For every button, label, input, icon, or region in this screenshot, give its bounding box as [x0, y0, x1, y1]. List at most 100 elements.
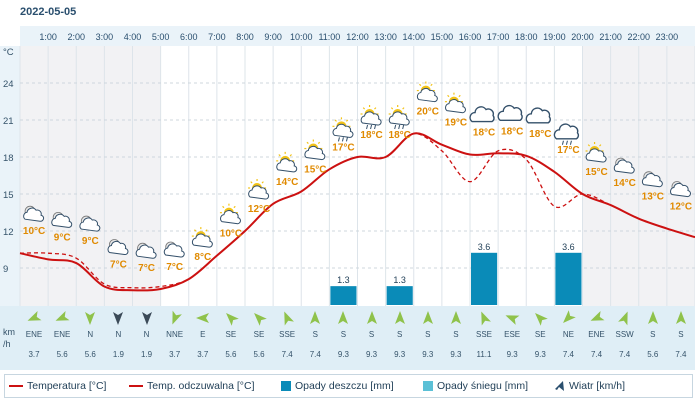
hour-column	[216, 46, 245, 306]
night-cloud-icon	[79, 215, 101, 232]
rain-value-label: 1.3	[393, 275, 406, 285]
hour-column	[301, 46, 330, 306]
wind-direction: NNE	[166, 330, 184, 339]
sun-ray	[278, 154, 281, 157]
cloud-shape	[553, 123, 580, 140]
hour-label: 10:00	[289, 32, 313, 42]
temperature-label: 17°C	[332, 142, 354, 153]
temperature-label: 18°C	[529, 129, 551, 140]
sun-cloud-rain-icon	[332, 117, 354, 142]
wind-direction: S	[678, 330, 684, 339]
wind-direction: N	[143, 330, 150, 339]
temperature-label: 7°C	[166, 262, 183, 273]
rain-drop	[366, 124, 369, 130]
weather-chart: 9 12 15 18 21 24 °C 1.3 1.3 3.6 3.6 10°C 9°C 9°C 7°C 7°…	[0, 46, 695, 306]
wind-direction: N	[115, 330, 122, 339]
wind-cell: S 9.3	[414, 306, 442, 370]
hour-label: 2:00	[67, 32, 86, 42]
partly-sunny-icon	[248, 179, 270, 200]
sun-ray	[250, 181, 253, 184]
cloud-shape	[107, 240, 129, 256]
wind-cell: N 1.9	[104, 306, 132, 370]
rain-drop	[398, 124, 401, 130]
partly-cloudy-icon	[613, 157, 635, 174]
wind-speed: 5.6	[225, 350, 237, 359]
wind-cell: ENE 7.4	[583, 306, 611, 370]
hour-label: 1:00	[39, 32, 57, 42]
legend-temperature: Temperatura [°C]	[9, 380, 106, 392]
wind-cell: SSE 7.4	[273, 306, 301, 370]
wind-arrow-icon	[394, 311, 405, 324]
legend-snow-label: Opady śniegu [mm]	[437, 380, 529, 392]
legend-temp-line	[9, 385, 23, 388]
wind-speed: 5.6	[56, 350, 68, 359]
wind-cell: E 3.7	[189, 306, 217, 370]
sun-ray	[233, 205, 236, 209]
wind-cell: S 7.4	[301, 306, 329, 370]
partly-cloudy-icon	[670, 181, 691, 198]
y-tick-label: 21	[3, 116, 14, 127]
wind-direction: SE	[253, 330, 265, 339]
wind-direction: S	[650, 330, 656, 339]
cloud-shape	[416, 87, 438, 103]
wind-panel: ENE 3.7 ENE 5.6 N 5.6 N 1.9 N 1.9 NNE 3.7 E 3.7 SE 5.6 S…	[20, 306, 695, 370]
wind-unit-label: km/h	[0, 306, 20, 370]
cloud-shape	[613, 159, 635, 174]
wind-speed: 9.3	[534, 350, 546, 359]
temperature-label: 15°C	[304, 165, 326, 176]
temperature-label: 18°C	[473, 128, 495, 139]
rain-drop	[341, 137, 344, 142]
wind-speed: 7.4	[590, 350, 603, 359]
wind-cell: ENE 5.6	[48, 306, 76, 370]
wind-cell: ENE 3.7	[20, 306, 48, 370]
wind-direction: SE	[225, 330, 237, 339]
rain-value-label: 3.6	[478, 242, 491, 252]
wind-arrow-icon	[563, 310, 577, 323]
wind-speed: 9.3	[394, 350, 406, 359]
temperature-label: 7°C	[110, 260, 127, 271]
cloud-shape	[585, 148, 607, 163]
hour-label: 4:00	[123, 32, 142, 42]
rain-bar	[386, 286, 413, 305]
legend-wind-label: Wiatr [km/h]	[569, 380, 626, 392]
wind-arrow-icon	[172, 310, 182, 325]
wind-cell: SE 9.3	[526, 306, 554, 370]
wind-arrow-icon	[55, 311, 70, 321]
wind-speed: 1.9	[112, 350, 124, 359]
legend: Temperatura [°C] Temp. odczuwalna [°C] O…	[4, 374, 693, 398]
cloud-shape	[469, 106, 495, 123]
hour-label: 17:00	[486, 32, 510, 42]
partly-sunny-icon	[585, 142, 607, 163]
sun-ray	[599, 144, 602, 147]
y-tick-label: 24	[3, 79, 14, 90]
hour-label: 23:00	[655, 32, 679, 42]
wind-speed: 5.6	[253, 350, 265, 359]
legend-rain-label: Opady deszczu [mm]	[295, 380, 394, 392]
temperature-label: 20°C	[417, 107, 439, 118]
wind-cell: S 9.3	[358, 306, 386, 370]
wind-speed: 5.6	[84, 350, 96, 359]
hour-label: 3:00	[95, 32, 114, 42]
wind-speed: 9.3	[450, 350, 462, 359]
wind-cell: NE 7.4	[554, 306, 582, 370]
cloud-shape	[445, 99, 466, 114]
legend-snow-swatch	[423, 381, 433, 392]
wind-arrow-icon	[85, 312, 96, 325]
partly-sunny-icon	[191, 227, 213, 248]
wind-direction: ENE	[25, 330, 43, 339]
cloud-shape	[388, 111, 410, 126]
sun-ray	[317, 141, 321, 145]
cloud-shape	[304, 145, 326, 161]
hour-header: 1:00 2:00 3:00 4:00 5:00 6:00 7:00 8:00 9:00 10:0…	[20, 26, 695, 46]
legend-snow: Opady śniegu [mm]	[423, 380, 528, 392]
cloud-icon	[469, 106, 495, 123]
sun-ray	[306, 141, 309, 145]
wind-arrow-icon	[647, 311, 658, 324]
sun-ray	[205, 229, 208, 232]
hour-column	[441, 46, 470, 306]
wind-speed: 9.3	[422, 350, 434, 359]
hour-column	[76, 46, 105, 306]
temperature-label: 7°C	[138, 263, 155, 274]
sun-cloud-rain-icon	[388, 105, 410, 130]
wind-speed: 9.3	[365, 350, 378, 359]
